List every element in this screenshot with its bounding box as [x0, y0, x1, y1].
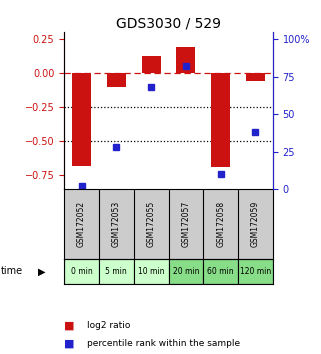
- Bar: [134, 259, 169, 284]
- Text: GSM172058: GSM172058: [216, 201, 225, 247]
- Text: 0 min: 0 min: [71, 267, 92, 276]
- Text: 10 min: 10 min: [138, 267, 164, 276]
- Bar: [99, 259, 134, 284]
- Bar: [203, 259, 238, 284]
- Text: 120 min: 120 min: [240, 267, 271, 276]
- Bar: [176, 47, 195, 73]
- Bar: [238, 259, 273, 284]
- Text: log2 ratio: log2 ratio: [87, 321, 130, 330]
- Text: GSM172059: GSM172059: [251, 201, 260, 247]
- Text: 5 min: 5 min: [106, 267, 127, 276]
- Text: ■: ■: [64, 338, 75, 348]
- Text: GSM172053: GSM172053: [112, 201, 121, 247]
- Text: time: time: [0, 266, 22, 276]
- Title: GDS3030 / 529: GDS3030 / 529: [116, 17, 221, 31]
- Bar: [142, 57, 161, 73]
- Text: 60 min: 60 min: [207, 267, 234, 276]
- Text: GSM172057: GSM172057: [181, 201, 190, 247]
- Text: GSM172052: GSM172052: [77, 201, 86, 247]
- Bar: [169, 259, 203, 284]
- Bar: [246, 73, 265, 81]
- Text: ▶: ▶: [38, 266, 46, 276]
- Text: GSM172055: GSM172055: [147, 201, 156, 247]
- Text: ■: ■: [64, 321, 75, 331]
- Text: percentile rank within the sample: percentile rank within the sample: [87, 339, 240, 348]
- Bar: [72, 73, 91, 166]
- Bar: [107, 73, 126, 87]
- Text: 20 min: 20 min: [173, 267, 199, 276]
- Bar: [211, 73, 230, 167]
- Bar: [64, 259, 99, 284]
